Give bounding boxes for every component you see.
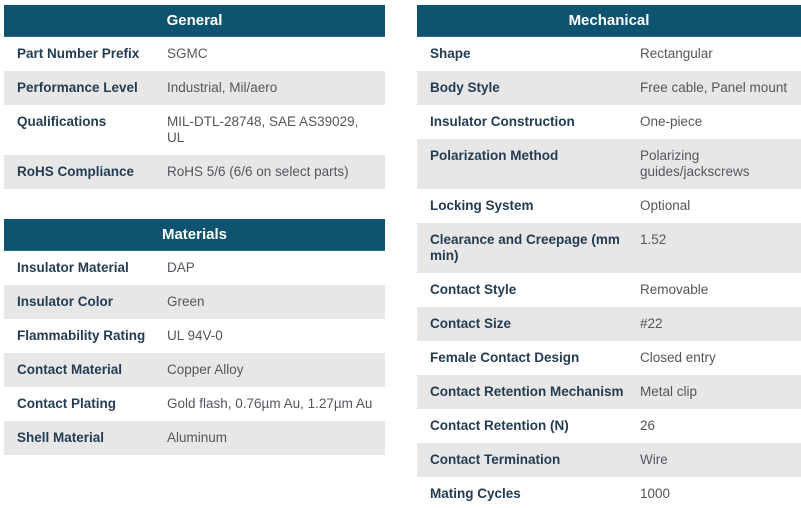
- spec-label: Insulator Material: [17, 260, 129, 275]
- spec-value: MIL-DTL-28748, SAE AS39029, UL: [167, 114, 359, 145]
- spec-row: Female Contact Design Closed entry: [417, 341, 801, 375]
- materials-table: Materials Insulator Material DAP Insulator…: [4, 219, 385, 455]
- spec-row: Insulator Construction One-piece: [417, 105, 801, 139]
- spec-label: Contact Style: [430, 282, 517, 297]
- spec-row: Insulator Color Green: [4, 285, 385, 319]
- spec-label: Contact Termination: [430, 452, 561, 467]
- spec-value: Green: [167, 294, 205, 309]
- spec-label: RoHS Compliance: [17, 164, 135, 179]
- spec-label: Insulator Color: [17, 294, 114, 309]
- left-column: General Part Number Prefix SGMC Performanc…: [4, 5, 385, 508]
- spec-row: Polarization Method Polarizing guides/jac…: [417, 139, 801, 189]
- general-table-rows: Part Number Prefix SGMC Performance Level I…: [4, 37, 385, 189]
- general-table: General Part Number Prefix SGMC Performanc…: [4, 5, 385, 189]
- spec-label: Contact Retention Mechanism: [430, 384, 624, 399]
- materials-table-title: Materials: [4, 219, 385, 251]
- spec-value: Rectangular: [640, 46, 713, 61]
- spec-value: 26: [640, 418, 656, 433]
- spec-label: Clearance and Creepage (mm min): [430, 232, 620, 263]
- spec-value: Wire: [640, 452, 668, 467]
- spec-value: Closed entry: [640, 350, 716, 365]
- spec-value: SGMC: [167, 46, 208, 61]
- spec-row: Qualifications MIL-DTL-28748, SAE AS39029…: [4, 105, 385, 155]
- spec-row: Locking System Optional: [417, 189, 801, 223]
- spec-row: Contact Retention (N) 26: [417, 409, 801, 443]
- spec-label: Polarization Method: [430, 148, 559, 163]
- spec-row: Shell Material Aluminum: [4, 421, 385, 455]
- spec-value: Free cable, Panel mount: [640, 80, 788, 95]
- spec-value: Aluminum: [167, 430, 228, 445]
- spec-label: Locking System: [430, 198, 534, 213]
- mechanical-table: Mechanical Shape Rectangular Body Style Fre…: [417, 5, 801, 508]
- spec-row: Contact Material Copper Alloy: [4, 353, 385, 387]
- spec-label: Contact Size: [430, 316, 512, 331]
- spec-label: Mating Cycles: [430, 486, 521, 501]
- spec-value: One-piece: [640, 114, 703, 129]
- spec-label: Shape: [430, 46, 471, 61]
- right-column: Mechanical Shape Rectangular Body Style Fre…: [417, 5, 801, 508]
- spec-value: Industrial, Mil/aero: [167, 80, 278, 95]
- spec-label: Part Number Prefix: [17, 46, 140, 61]
- spec-value: Polarizing guides/jackscrews: [640, 148, 750, 179]
- general-table-title: General: [4, 5, 385, 37]
- mechanical-table-title: Mechanical: [417, 5, 801, 37]
- spec-row: Contact Retention Mechanism Metal clip: [417, 375, 801, 409]
- spec-label: Contact Plating: [17, 396, 117, 411]
- spec-row: Part Number Prefix SGMC: [4, 37, 385, 71]
- spec-row: Performance Level Industrial, Mil/aero: [4, 71, 385, 105]
- materials-table-rows: Insulator Material DAP Insulator Color Gree…: [4, 251, 385, 455]
- spec-row: Contact Size #22: [417, 307, 801, 341]
- spec-label: Insulator Construction: [430, 114, 575, 129]
- spec-row: Contact Termination Wire: [417, 443, 801, 477]
- spec-value: Optional: [640, 198, 691, 213]
- spec-label: Body Style: [430, 80, 500, 95]
- spec-label: Qualifications: [17, 114, 107, 129]
- spec-value: #22: [640, 316, 663, 331]
- spec-label: Shell Material: [17, 430, 105, 445]
- spec-value: Removable: [640, 282, 709, 297]
- spec-row: RoHS Compliance RoHS 5/6 (6/6 on select p…: [4, 155, 385, 189]
- spec-label: Contact Retention (N): [430, 418, 569, 433]
- spec-row: Contact Plating Gold flash, 0.76µm Au, 1.…: [4, 387, 385, 421]
- spec-row: Mating Cycles 1000: [417, 477, 801, 508]
- spec-label: Performance Level: [17, 80, 138, 95]
- spec-value: RoHS 5/6 (6/6 on select parts): [167, 164, 349, 179]
- spec-value: Gold flash, 0.76µm Au, 1.27µm Au: [167, 396, 373, 411]
- spec-value: Metal clip: [640, 384, 698, 399]
- spec-value: 1.52: [640, 232, 667, 247]
- spec-row: Shape Rectangular: [417, 37, 801, 71]
- spec-row: Clearance and Creepage (mm min) 1.52: [417, 223, 801, 273]
- spec-value: Copper Alloy: [167, 362, 244, 377]
- spec-row: Flammability Rating UL 94V-0: [4, 319, 385, 353]
- spec-value: DAP: [167, 260, 195, 275]
- spec-row: Body Style Free cable, Panel mount: [417, 71, 801, 105]
- spec-value: UL 94V-0: [167, 328, 223, 343]
- mechanical-table-rows: Shape Rectangular Body Style Free cable, Pa…: [417, 37, 801, 508]
- spec-label: Female Contact Design: [430, 350, 580, 365]
- spec-label: Flammability Rating: [17, 328, 146, 343]
- spec-row: Contact Style Removable: [417, 273, 801, 307]
- spec-row: Insulator Material DAP: [4, 251, 385, 285]
- spec-value: 1000: [640, 486, 671, 501]
- spec-label: Contact Material: [17, 362, 123, 377]
